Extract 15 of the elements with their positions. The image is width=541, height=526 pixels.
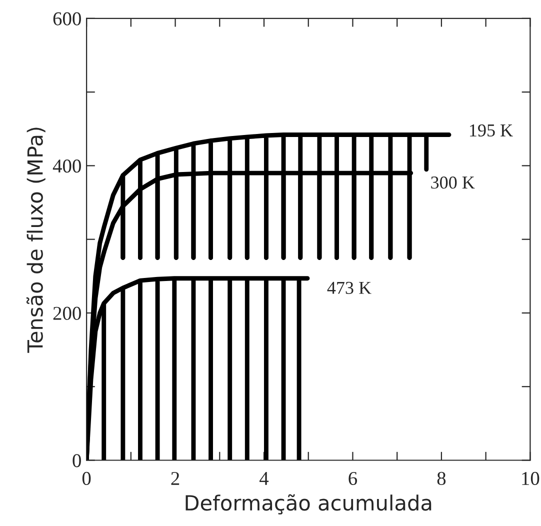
x-tick-label: 2: [171, 472, 180, 485]
x-tick-label: 0: [82, 472, 91, 486]
x-axis-title: Deformação acumulada: [186, 494, 432, 514]
x-tick-label: 6: [348, 472, 358, 486]
series-label: 300 K: [431, 176, 475, 189]
series-label: 473 K: [327, 282, 372, 294]
x-tick-label: 4: [260, 472, 269, 485]
x-tick-label: 10: [522, 472, 540, 486]
y-axis-title: Tensão de fluxo (MPa): [26, 128, 46, 353]
y-tick-label: 0: [72, 454, 81, 468]
y-tick-label: 600: [53, 12, 81, 26]
x-tick-label: 8: [437, 472, 446, 486]
y-tick-label: 400: [52, 160, 81, 173]
series-label: 195 K: [470, 124, 513, 137]
y-tick-label: 200: [53, 306, 81, 320]
